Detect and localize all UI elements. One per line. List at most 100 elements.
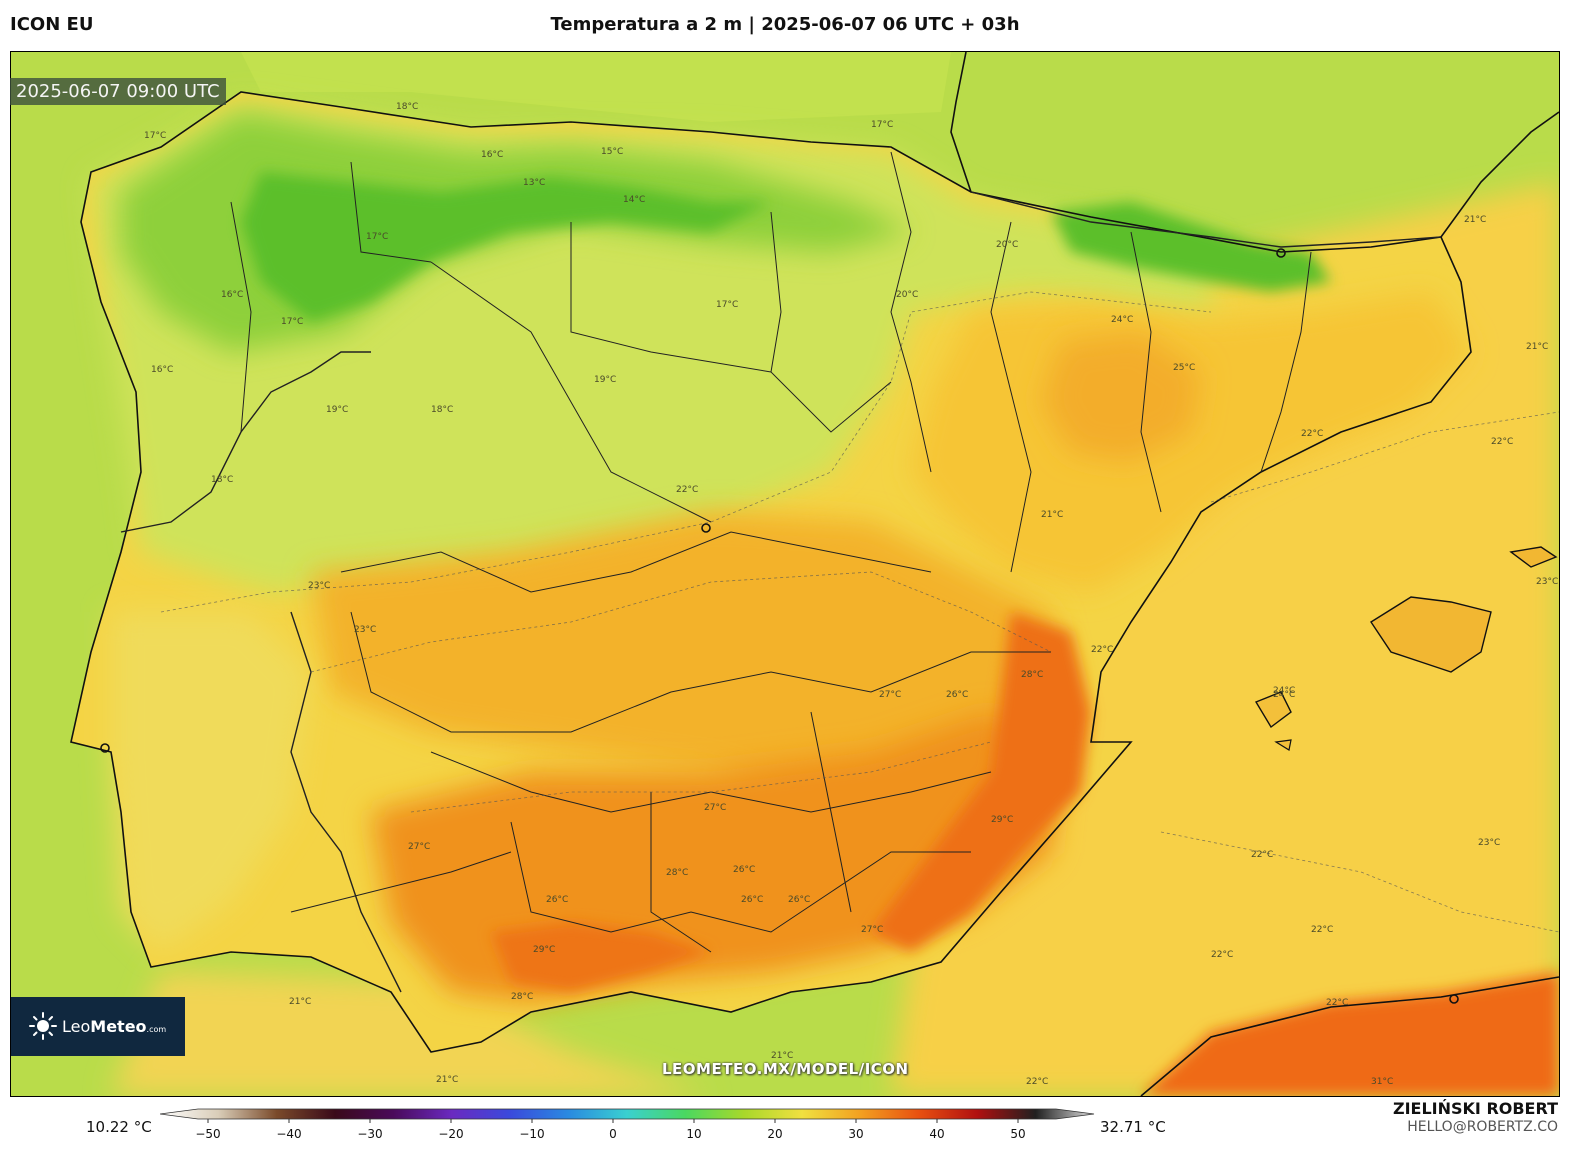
colorbar-max-value: 32.71 °C [1100, 1118, 1166, 1136]
algiers-marker [1449, 994, 1459, 1004]
contour-label: 27°C [704, 803, 726, 813]
ibiza [1254, 691, 1292, 729]
zone-pyrenees-cold [1051, 202, 1331, 292]
sun-icon [29, 1012, 57, 1040]
logo-suffix: .com [146, 1025, 167, 1034]
map-canvas: 18°C 17°C 16°C 15°C 14°C 13°C 17°C 19°C … [11, 52, 1559, 1096]
logo-word-bold: Meteo [90, 1017, 147, 1036]
contour-label: 18°C [211, 475, 233, 485]
watermark-url[interactable]: LEOMETEO.MX/MODEL/ICON [662, 1060, 909, 1078]
north-africa-coast [1140, 976, 1559, 1096]
contour-label: 29°C [533, 945, 555, 955]
colorbar-tick-label: 10 [686, 1127, 701, 1141]
colorbar: −50 −40 −30 −20 −10 0 10 20 30 40 50 [159, 1108, 1100, 1152]
contour-label: 17°C [366, 232, 388, 242]
biscay-bay [241, 52, 951, 122]
contour-label: 24°C [1273, 690, 1295, 700]
contour-label: 27°C [879, 690, 901, 700]
contour-label: 17°C [281, 317, 303, 327]
contour-label: 17°C [871, 120, 893, 130]
atlantic-south [111, 972, 711, 1096]
colorbar-tick-label: 0 [609, 1127, 617, 1141]
formentera [1274, 739, 1292, 751]
contour-label: 22°C [1326, 998, 1348, 1008]
gulf-of-lion-coast [1440, 111, 1559, 238]
contour-label: 22°C [1211, 950, 1233, 960]
contour-label: 21°C [436, 1075, 458, 1085]
contour-label: 18°C [396, 102, 418, 112]
contour-label: 26°C [733, 865, 755, 875]
contour-label: 23°C [308, 581, 330, 591]
colorbar-tick-label: 40 [929, 1127, 944, 1141]
contour-label: 23°C [1478, 838, 1500, 848]
menorca [1509, 546, 1558, 568]
lisbon-marker [100, 743, 110, 753]
contour-label: 17°C [716, 300, 738, 310]
colorbar-tick-label: −20 [438, 1127, 463, 1141]
author-name: ZIELIŃSKI ROBERT [1392, 1099, 1558, 1118]
logo-word-light: Leo [62, 1017, 91, 1036]
author-email[interactable]: HELLO@ROBERTZ.CO [1407, 1119, 1558, 1135]
zone-guadalquivir-hot [491, 922, 711, 992]
contour-label: 21°C [1526, 342, 1548, 352]
contour-label: 13°C [523, 178, 545, 188]
zone-cantabrian-cold [241, 172, 771, 322]
bilbao-marker [1276, 248, 1286, 258]
contour-label: 26°C [741, 895, 763, 905]
colorbar-tick-label: −30 [357, 1127, 382, 1141]
contour-label: 24°C [1273, 686, 1295, 696]
contour-label: 28°C [666, 868, 688, 878]
contour-label: 22°C [676, 485, 698, 495]
contour-label: 15°C [601, 147, 623, 157]
contour-label: 22°C [1026, 1077, 1048, 1087]
contour-label: 22°C [1091, 645, 1113, 655]
zone-ebro-hot [1041, 332, 1201, 462]
contour-label: 21°C [1041, 510, 1063, 520]
contour-label: 17°C [144, 131, 166, 141]
logo-wordmark: LeoMeteo.com [62, 1017, 166, 1036]
contour-label: 22°C [1311, 925, 1333, 935]
contour-label: 27°C [408, 842, 430, 852]
france-coast [950, 52, 972, 193]
mallorca [1370, 596, 1492, 673]
contour-label: 26°C [546, 895, 568, 905]
chart-title: Temperatura a 2 m | 2025-06-07 06 UTC + … [550, 14, 1020, 35]
contour-label: 21°C [1464, 215, 1486, 225]
contour-label: 22°C [1301, 429, 1323, 439]
contour-label: 20°C [996, 240, 1018, 250]
colorbar-tick-label: −10 [519, 1127, 544, 1141]
contour-label: 19°C [326, 405, 348, 415]
colorbar-tick-label: −40 [276, 1127, 301, 1141]
contour-label: 31°C [1371, 1077, 1393, 1087]
contour-label: 28°C [511, 992, 533, 1002]
contour-label: 22°C [1251, 850, 1273, 860]
colorbar-ticks: −50 −40 −30 −20 −10 0 10 20 30 40 50 [195, 1119, 1026, 1141]
contour-label: 23°C [354, 625, 376, 635]
contour-label: 23°C [1536, 577, 1558, 587]
contour-label: 18°C [431, 405, 453, 415]
isotherm-lines [160, 291, 1559, 933]
contour-label: 20°C [896, 290, 918, 300]
colorbar-graphic: −50 −40 −30 −20 −10 0 10 20 30 40 50 [159, 1108, 1095, 1141]
contour-label: 24°C [1111, 315, 1133, 325]
leometeo-logo[interactable]: LeoMeteo.com [11, 997, 185, 1056]
contour-label: 19°C [594, 375, 616, 385]
zone-southeast-veryhot [871, 612, 1091, 952]
contour-label: 21°C [771, 1051, 793, 1061]
zone-west-mild [111, 612, 311, 952]
colorbar-tick-label: 20 [767, 1127, 782, 1141]
temperature-field [91, 102, 1559, 1096]
colorbar-fill [159, 1108, 1095, 1120]
contour-label: 27°C [861, 925, 883, 935]
contour-label: 29°C [991, 815, 1013, 825]
zone-northeast-warm [911, 292, 1471, 592]
madrid-marker [701, 523, 711, 533]
contour-label: 22°C [1491, 437, 1513, 447]
temperature-map[interactable]: 18°C 17°C 16°C 15°C 14°C 13°C 17°C 19°C … [10, 51, 1560, 1097]
contour-label: 26°C [946, 690, 968, 700]
colorbar-tick-label: 30 [848, 1127, 863, 1141]
valid-time-badge: 2025-06-07 09:00 UTC [10, 78, 226, 105]
coastline [70, 91, 1472, 1053]
contour-label: 16°C [481, 150, 503, 160]
contour-label: 16°C [221, 290, 243, 300]
